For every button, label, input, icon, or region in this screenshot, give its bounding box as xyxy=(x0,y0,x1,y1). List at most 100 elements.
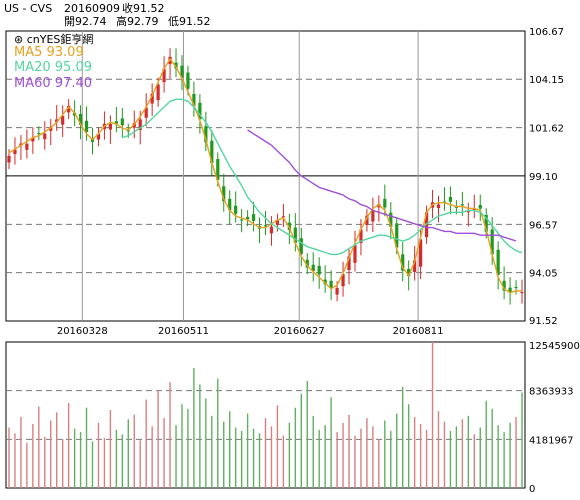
chart-symbol: US - CVS xyxy=(4,2,53,15)
ma-line-ma5 xyxy=(8,57,523,294)
candle-body xyxy=(407,268,411,277)
candle-body xyxy=(496,249,500,276)
candle-body xyxy=(156,84,160,101)
date-tick-label: 20160328 xyxy=(57,326,108,337)
candle-body xyxy=(120,118,124,126)
legend-ma5: MA5 93.09 xyxy=(14,45,84,60)
price-tick-label: 104.15 xyxy=(529,75,564,86)
candle-body xyxy=(138,119,142,130)
candle-body xyxy=(180,65,184,78)
candle-body xyxy=(216,159,220,180)
candle-body xyxy=(174,62,178,69)
candle-body xyxy=(281,216,285,218)
candle-body xyxy=(49,127,53,131)
date-tick-label: 20160511 xyxy=(158,326,209,337)
candle-body xyxy=(389,212,393,227)
candle-body xyxy=(383,198,387,208)
candle-body xyxy=(377,204,381,208)
candle-body xyxy=(514,286,518,288)
candle-body xyxy=(67,105,71,113)
high-price: 高92.79 xyxy=(116,15,159,28)
candle-body xyxy=(228,198,232,211)
volume-tick-label: 0 xyxy=(529,484,535,495)
candle-body xyxy=(311,264,315,272)
date-tick-label: 20160811 xyxy=(393,326,444,337)
candle-body xyxy=(299,238,303,255)
price-tick-label: 101.62 xyxy=(529,124,564,135)
candle-body xyxy=(466,211,470,213)
moving-average-lines xyxy=(8,57,523,294)
candle-body xyxy=(84,120,89,133)
candle-body xyxy=(126,130,130,132)
candle-body xyxy=(508,287,512,293)
candle-body xyxy=(150,93,154,104)
candle-body xyxy=(251,214,256,221)
volume-tick-label: 4181967 xyxy=(529,435,574,446)
candle-body xyxy=(246,216,250,220)
candle-body xyxy=(144,107,148,118)
price-tick-label: 96.57 xyxy=(529,220,558,231)
candle-body xyxy=(275,220,280,225)
candle-body xyxy=(192,93,196,107)
legend-ma60: MA60 97.40 xyxy=(14,76,92,91)
candle-body xyxy=(210,140,214,164)
candle-body xyxy=(114,121,118,124)
ma-line-ma60 xyxy=(247,129,517,242)
candle-body xyxy=(401,254,405,271)
candle-body xyxy=(222,186,226,202)
candle-body xyxy=(359,229,363,243)
candle-body xyxy=(436,204,441,209)
candle-body xyxy=(395,223,399,248)
candle-body xyxy=(61,115,65,125)
candle-body xyxy=(78,113,83,125)
price-tick-label: 94.05 xyxy=(529,269,558,280)
close-price: 收91.52 xyxy=(122,2,165,15)
candle-body xyxy=(520,292,524,294)
candle-body xyxy=(490,229,494,255)
candle-body xyxy=(31,137,35,142)
candle-body xyxy=(25,143,29,150)
candle-body xyxy=(240,219,244,221)
date-tick-label: 20160627 xyxy=(274,326,325,337)
source-label: ⊛ cnYES鉅亨網 xyxy=(14,32,93,46)
candle-body xyxy=(472,209,476,211)
candle-body xyxy=(108,124,112,130)
candle-body xyxy=(162,68,166,83)
candle-body xyxy=(269,226,274,234)
candle-body xyxy=(204,126,208,143)
open-price: 開92.74 xyxy=(64,15,107,28)
ma-line-ma20 xyxy=(122,98,523,256)
price-tick-label: 91.52 xyxy=(529,316,558,327)
candle-body xyxy=(132,123,136,128)
chart-legend: ⊛ cnYES鉅亨網 MA5 93.09 MA20 95.09 MA60 97.… xyxy=(14,32,93,91)
candle-body xyxy=(454,206,458,208)
candle-body xyxy=(317,265,321,275)
candle-body xyxy=(484,214,488,232)
low-price: 低91.52 xyxy=(168,15,211,28)
candle-body xyxy=(448,196,453,202)
axis-labels: 106.67 104.15 101.62 99.10 96.57 94.05 91.52 20… xyxy=(57,27,580,495)
candle-body xyxy=(419,239,423,267)
candle-body xyxy=(413,260,417,272)
candle-body xyxy=(341,274,345,287)
candle-body xyxy=(353,245,357,263)
candle-body xyxy=(186,72,190,89)
candle-body xyxy=(198,102,202,120)
volume-tick-label: 12545900 xyxy=(529,341,580,352)
candle-body xyxy=(55,119,59,123)
volume-tick-label: 8363933 xyxy=(529,387,574,398)
candle-body xyxy=(478,205,482,209)
candle-body xyxy=(305,259,309,268)
candle-body xyxy=(365,215,369,225)
candle-body xyxy=(293,227,297,243)
price-tick-label: 106.67 xyxy=(529,27,564,38)
candle-body xyxy=(335,287,339,295)
legend-ma20: MA20 95.09 xyxy=(14,60,92,75)
candle-body xyxy=(234,205,238,214)
candle-body xyxy=(347,256,351,271)
candle-body xyxy=(323,279,327,285)
candle-body xyxy=(43,133,47,140)
chart-date: 20160909 xyxy=(64,2,120,15)
candle-body xyxy=(263,225,268,227)
